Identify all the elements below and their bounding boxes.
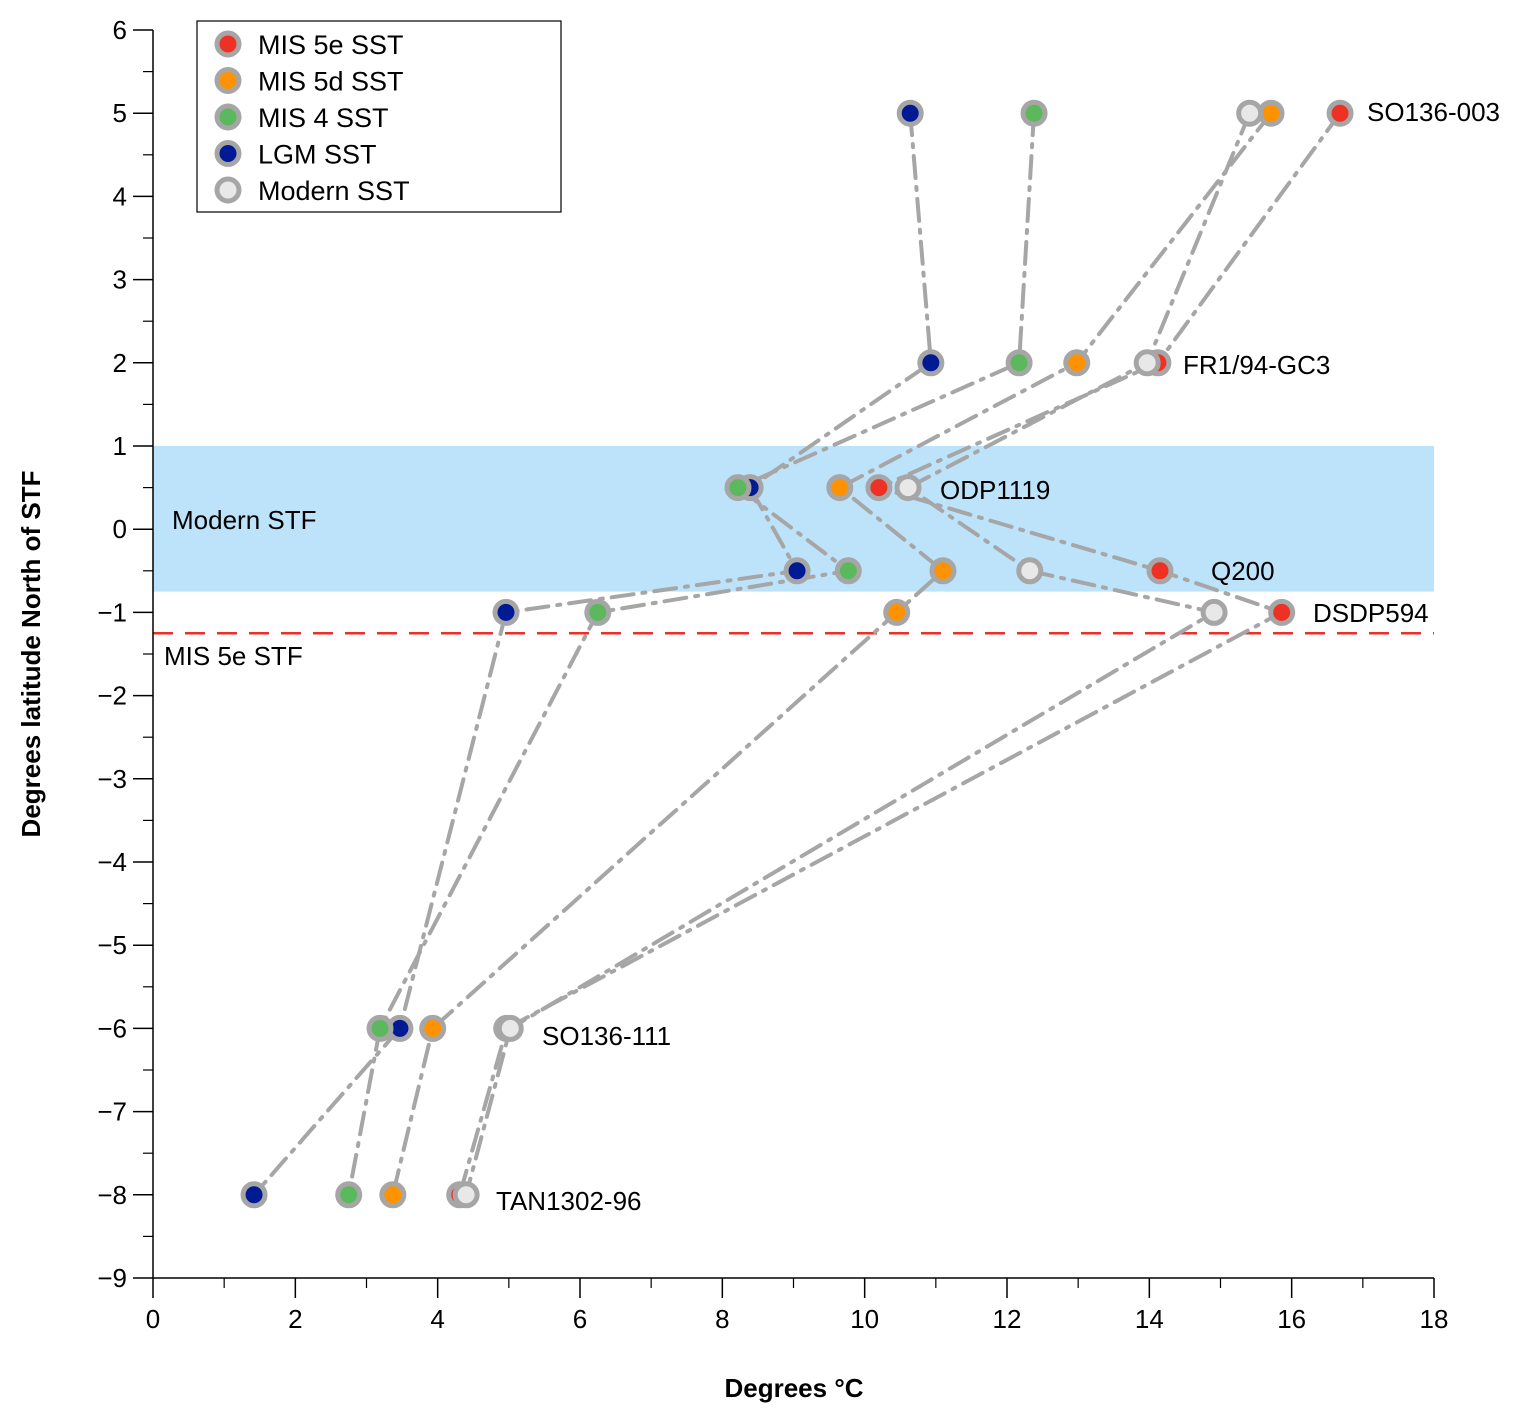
point-mis-4-sst (335, 1181, 363, 1209)
point-modern-sst (496, 1014, 524, 1042)
y-tick-label: 5 (113, 98, 127, 128)
point-mis-5d-sst (883, 598, 911, 626)
legend-marker-mis-5d-sst (214, 67, 242, 94)
x-tick-label: 4 (430, 1304, 444, 1334)
y-tick-label: −1 (97, 597, 127, 627)
legend: MIS 5e SST MIS 5d SST MIS 4 SST LGM SST Mode… (196, 20, 562, 213)
series-points-layer (240, 99, 1354, 1209)
point-modern-sst (1236, 99, 1264, 127)
x-axis-title: Degrees °C (724, 1373, 863, 1403)
point-modern-sst (1200, 598, 1228, 626)
y-tick-label: 1 (113, 431, 127, 461)
x-tick-label: 18 (1420, 1304, 1449, 1334)
point-mis-4-sst (724, 474, 752, 502)
station-label: TAN1302-96 (496, 1186, 642, 1216)
legend-label: MIS 4 SST (258, 103, 389, 133)
y-tick-label: −6 (97, 1013, 127, 1043)
point-mis-4-sst (1020, 99, 1048, 127)
modern-stf-label: Modern STF (172, 505, 317, 535)
point-modern-sst (452, 1181, 480, 1209)
x-tick-label: 12 (993, 1304, 1022, 1334)
point-lgm-sst (783, 557, 811, 585)
y-tick-label: 0 (113, 514, 127, 544)
legend-label: Modern SST (258, 176, 410, 206)
point-modern-sst (1016, 557, 1044, 585)
point-mis-5d-sst (419, 1014, 447, 1042)
point-lgm-sst (896, 99, 924, 127)
point-mis-5d-sst (826, 474, 854, 502)
point-mis-5e-sst (1146, 557, 1174, 585)
legend-box (196, 20, 562, 213)
point-mis-5d-sst (1257, 99, 1285, 127)
point-mis-4-sst (1005, 349, 1033, 377)
legend-marker-mis-5e-sst (214, 30, 242, 58)
station-label: FR1/94-GC3 (1183, 350, 1330, 380)
station-label: DSDP594 (1313, 598, 1429, 628)
point-mis-4-sst (366, 1014, 394, 1042)
y-tick-label: −7 (97, 1097, 127, 1127)
station-label: Q200 (1211, 556, 1275, 586)
series-line-mis-5d-sst (390, 111, 1273, 1197)
y-tick-label: −4 (97, 847, 127, 877)
x-tick-label: 16 (1277, 1304, 1306, 1334)
y-tick-label: −9 (97, 1263, 127, 1293)
y-tick-label: −5 (97, 930, 127, 960)
y-tick-label: 6 (113, 15, 127, 45)
legend-label: MIS 5d SST (258, 67, 404, 97)
point-mis-4-sst (584, 598, 612, 626)
y-tick-label: 2 (113, 348, 127, 378)
point-lgm-sst (240, 1181, 268, 1209)
legend-marker-modern-sst (214, 176, 242, 204)
station-labels-layer: SO136-003 FR1/94-GC3 ODP1119 Q200 DSDP594 SO1… (496, 97, 1500, 1216)
point-mis-5d-sst (929, 557, 957, 585)
series-line-mis-4-sst (346, 111, 1036, 1197)
point-lgm-sst (917, 349, 945, 377)
point-mis-5e-sst (1326, 99, 1354, 127)
y-tick-label: −8 (97, 1180, 127, 1210)
point-modern-sst (1133, 349, 1161, 377)
y-tick-label: −2 (97, 681, 127, 711)
station-label: SO136-003 (1367, 97, 1500, 127)
station-label: ODP1119 (940, 475, 1050, 505)
point-mis-5e-sst (1268, 598, 1296, 626)
y-tick-label: 3 (113, 265, 127, 295)
point-mis-4-sst (834, 557, 862, 585)
point-lgm-sst (492, 598, 520, 626)
point-mis-5d-sst (1063, 349, 1091, 377)
y-tick-label: 4 (113, 181, 127, 211)
x-tick-label: 14 (1135, 1304, 1164, 1334)
x-tick-label: 6 (573, 1304, 587, 1334)
mis5e-stf-label: MIS 5e STF (164, 641, 303, 671)
x-tick-label: 10 (850, 1304, 879, 1334)
point-mis-5d-sst (379, 1181, 407, 1209)
point-mis-5e-sst (865, 474, 893, 502)
legend-label: LGM SST (258, 140, 377, 170)
point-modern-sst (894, 474, 922, 502)
y-axis-title: Degrees latitude North of STF (16, 471, 46, 838)
x-tick-label: 2 (288, 1304, 302, 1334)
legend-label: MIS 5e SST (258, 30, 404, 60)
series-lines-layer (252, 111, 1343, 1197)
legend-marker-lgm-sst (214, 140, 242, 167)
x-tick-label: 8 (715, 1304, 729, 1334)
station-label: SO136-111 (542, 1021, 671, 1051)
y-tick-label: −3 (97, 764, 127, 794)
legend-marker-mis-4-sst (214, 103, 242, 131)
x-tick-label: 0 (146, 1304, 160, 1334)
